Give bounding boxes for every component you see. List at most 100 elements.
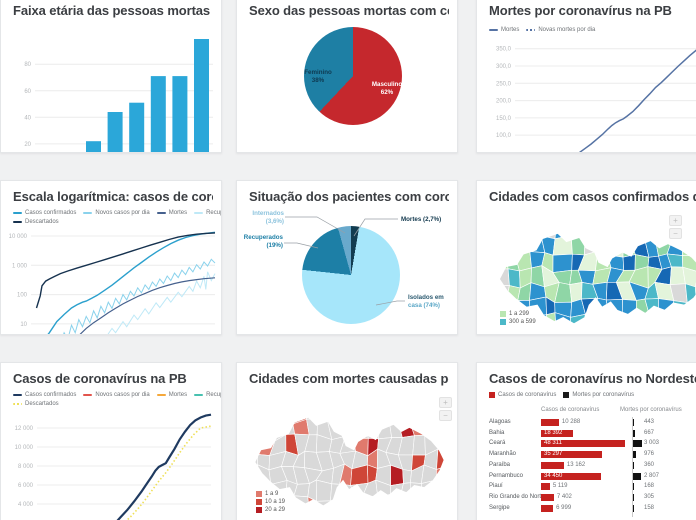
situacao-pacientes-labels: Internados(3,6%) Mortes (2,7%) Recuperados… xyxy=(244,210,444,309)
cases-bar xyxy=(541,493,554,501)
y-tick-label: 300,0 xyxy=(496,64,512,70)
municipality-cell xyxy=(374,494,391,506)
y-tick-label: 350,0 xyxy=(496,47,512,53)
deaths-column-header: Mortes por coronavírus xyxy=(620,407,682,413)
map-zoom-out-button[interactable]: − xyxy=(669,228,682,239)
municipality-cell xyxy=(680,233,696,241)
map-zoom-out-button[interactable]: − xyxy=(439,410,452,421)
state-label: Ceará xyxy=(489,440,506,447)
municipality-cell xyxy=(364,417,379,422)
municipality-cell xyxy=(514,233,536,237)
legend-label: Recuperados xyxy=(206,392,222,398)
municipality-cell xyxy=(343,496,357,506)
municipality-cell xyxy=(533,233,546,237)
cases-value: 13 162 xyxy=(566,461,586,468)
panel-mortes-pb: Mortes por coronavírus na PB 350,0 300,0 2… xyxy=(476,0,696,153)
municipality-cell xyxy=(642,233,661,239)
deaths-value: 3 003 xyxy=(644,440,660,447)
pie-situacao-pacientes xyxy=(302,226,400,324)
series-line-0 xyxy=(47,231,216,334)
map-zoom-in-button[interactable]: + xyxy=(669,215,682,226)
pie-label: Recuperados xyxy=(244,234,284,241)
state-label: Rio Grande do Norte xyxy=(489,493,545,500)
municipality-cell xyxy=(412,434,426,456)
municipality-cell xyxy=(607,233,624,242)
municipality-cell xyxy=(507,268,521,289)
municipality-cell xyxy=(621,233,632,242)
deaths-bar xyxy=(633,440,642,448)
legend-swatch xyxy=(489,392,495,398)
municipality-cell xyxy=(387,494,402,506)
panel-faixa-etaria: Faixa etária das pessoas mortas co... 20… xyxy=(0,0,222,153)
panel-title: Cidades com casos confirmados de ... xyxy=(489,189,696,204)
map-legend-item: 20 a 29 xyxy=(256,507,285,513)
bar xyxy=(107,112,123,152)
bar xyxy=(86,141,101,152)
escala-log-chart: 10 000 1 000 100 10 xyxy=(9,231,216,334)
municipality-cell xyxy=(584,238,599,256)
municipality-cell xyxy=(327,417,346,422)
municipality-cell xyxy=(361,495,379,506)
legend-label: Casos de coronavírus xyxy=(498,392,557,398)
legend-label: 1 a 9 xyxy=(265,491,279,497)
cases-value: 10 288 xyxy=(561,419,581,425)
state-label: Piauí xyxy=(489,483,503,490)
deaths-bar xyxy=(633,429,635,437)
municipality-cell xyxy=(681,237,696,257)
legend-swatch xyxy=(256,491,262,497)
municipality-cell xyxy=(260,417,274,423)
y-tick-label: 10 000 xyxy=(9,234,28,240)
legend-label: Descartados xyxy=(25,401,59,407)
y-tick-label: 100 xyxy=(17,293,28,299)
cases-bar xyxy=(541,451,603,459)
y-tick-label: 20 xyxy=(24,142,31,148)
chart-legend: Casos de coronavírus Mortes por coronavír… xyxy=(489,392,634,398)
deaths-value: 976 xyxy=(644,451,655,458)
legend-label: Novas mortes por dia xyxy=(538,27,596,33)
panel-title: Escala logarítmica: casos de corona... xyxy=(13,189,213,204)
municipality-cell xyxy=(499,236,507,253)
municipality-cell xyxy=(608,317,623,324)
municipality-cell xyxy=(377,417,391,420)
municipality-cell xyxy=(499,233,507,238)
legend-label: Descartados xyxy=(25,219,59,225)
y-tick-label: 4 000 xyxy=(18,502,34,508)
series-line-3 xyxy=(107,271,216,334)
municipality-cell xyxy=(629,313,650,324)
cases-bar xyxy=(541,472,601,480)
cases-value: 18 392 xyxy=(544,429,563,436)
bar xyxy=(129,102,145,152)
pie-label: Isolados em xyxy=(408,294,444,301)
municipality-cell xyxy=(315,417,329,422)
legend-label: Mortes xyxy=(168,392,188,398)
map-zoom-in-button[interactable]: + xyxy=(439,397,452,408)
map-legend-item: 300 a 599 xyxy=(500,319,536,325)
chart-legend: Casos confirmados Novos casos por dia Mort… xyxy=(13,392,222,407)
deaths-bar xyxy=(633,472,641,480)
legend-swatch xyxy=(526,29,536,31)
municipality-cell xyxy=(666,237,684,256)
state-label: Maranhão xyxy=(489,451,517,458)
cases-bar xyxy=(541,419,559,426)
y-tick-label: 100,0 xyxy=(496,133,512,139)
bar xyxy=(194,39,209,152)
legend-label: Mortes por coronavírus xyxy=(572,392,635,398)
deaths-value: 168 xyxy=(644,483,655,490)
deaths-value: 2 807 xyxy=(644,472,660,479)
legend-label: Mortes xyxy=(168,210,188,216)
y-tick-label: 40 xyxy=(24,115,31,121)
panel-nordeste: Casos de coronavírus no Nordeste Casos d… xyxy=(476,362,696,520)
chart-legend: Casos confirmados Novos casos por dia Mort… xyxy=(13,210,221,225)
deaths-bar xyxy=(633,504,635,512)
legend-item: Mortes por coronavírus xyxy=(563,392,634,398)
state-label: Sergipe xyxy=(489,504,510,511)
municipality-cell xyxy=(607,238,624,258)
municipality-cell xyxy=(421,494,437,506)
legend-label: Novos casos por dia xyxy=(95,210,150,216)
municipality-cell xyxy=(409,494,424,506)
legend-swatch xyxy=(256,499,262,505)
cases-column-header: Casos de coronavírus xyxy=(541,407,600,413)
cases-bar xyxy=(541,504,554,512)
deaths-bar xyxy=(633,451,636,459)
